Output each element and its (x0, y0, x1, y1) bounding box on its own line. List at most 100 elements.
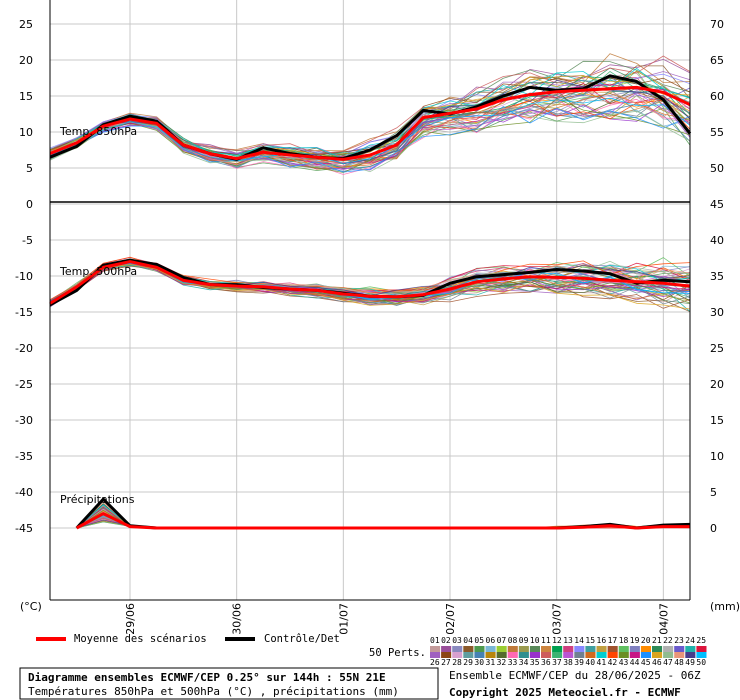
pert-swatch (607, 646, 618, 652)
right-tick-label: 65 (710, 54, 724, 67)
pert-number: 04 (463, 636, 473, 645)
right-tick-label: 50 (710, 162, 724, 175)
ensemble-member-line (49, 95, 691, 164)
pert-number: 09 (519, 636, 529, 645)
pert-number: 17 (608, 636, 618, 645)
pert-swatch (585, 652, 596, 658)
pert-number: 26 (430, 658, 440, 667)
left-tick-label: -30 (15, 414, 33, 427)
pert-number: 46 (652, 658, 662, 667)
pert-number: 33 (508, 658, 518, 667)
right-tick-label: 5 (710, 486, 717, 499)
ensemble-member-line (49, 92, 691, 171)
pert-number: 05 (474, 636, 484, 645)
pert-swatch (596, 652, 607, 658)
pert-swatch (563, 646, 574, 652)
pert-swatch (529, 646, 540, 652)
pert-number: 12 (552, 636, 562, 645)
pert-swatch (430, 652, 441, 658)
ensemble-member-line (49, 97, 691, 164)
pert-swatch (685, 652, 696, 658)
run-label: Ensemble ECMWF/CEP du 28/06/2025 - 06Z (449, 669, 701, 682)
pert-number: 15 (585, 636, 595, 645)
pert-swatch (474, 652, 485, 658)
ensemble-member-line (49, 60, 691, 155)
pert-swatch (452, 652, 463, 658)
right-tick-label: 60 (710, 90, 724, 103)
pert-number: 21 (652, 636, 662, 645)
pert-swatch (496, 652, 507, 658)
pert-swatch (696, 652, 707, 658)
pert-number: 25 (696, 636, 706, 645)
left-tick-label: 10 (19, 126, 33, 139)
pert-swatch (663, 646, 674, 652)
right-tick-label: 45 (710, 198, 724, 211)
pert-number: 27 (441, 658, 451, 667)
pert-number: 20 (641, 636, 651, 645)
left-tick-label: -10 (15, 270, 33, 283)
right-tick-label: 0 (710, 522, 717, 535)
left-tick-label: -5 (22, 234, 33, 247)
legend-perturbations: 01 02 03 04 05 06 07 08 09 10 11 12 13 14 15 16 17 18 19 20… (430, 636, 707, 667)
pert-number: 35 (530, 658, 540, 667)
chart-title: Diagramme ensembles ECMWF/CEP 0.25° sur … (28, 671, 386, 684)
panel-label-850: Temp. 850hPa (59, 125, 137, 138)
pert-swatch (685, 646, 696, 652)
date-tick-label: 29/06 (124, 603, 137, 635)
ensemble-members (49, 53, 691, 529)
pert-number: 42 (608, 658, 618, 667)
pert-swatch (485, 652, 496, 658)
pert-swatch (652, 646, 663, 652)
right-tick-label: 35 (710, 270, 724, 283)
pert-swatch (541, 646, 552, 652)
pert-number: 14 (574, 636, 584, 645)
date-tick-label: 03/07 (551, 603, 564, 635)
pert-number: 43 (619, 658, 629, 667)
right-tick-label: 55 (710, 126, 724, 139)
mean-line (49, 85, 691, 161)
chart-subtitle: Températures 850hPa et 500hPa (°C) , pré… (28, 685, 399, 698)
pert-number: 49 (685, 658, 695, 667)
ensemble-member-line (49, 53, 691, 153)
date-tick-label: 02/07 (444, 603, 457, 635)
pert-swatch (441, 652, 452, 658)
ensemble-member-line (49, 263, 691, 310)
left-tick-label: 20 (19, 54, 33, 67)
pert-swatch (563, 652, 574, 658)
left-tick-label: 15 (19, 90, 33, 103)
mean-line (75, 512, 690, 530)
pert-number: 47 (663, 658, 673, 667)
pert-swatch (674, 652, 685, 658)
pert-swatch (607, 652, 618, 658)
right-tick-label: 10 (710, 450, 724, 463)
ensemble-member-line (49, 55, 691, 155)
pert-swatch (541, 652, 552, 658)
pert-number: 39 (574, 658, 584, 667)
pert-swatch (518, 646, 529, 652)
pert-number: 31 (486, 658, 496, 667)
right-tick-label: 15 (710, 414, 724, 427)
pert-number: 32 (497, 658, 507, 667)
pert-number: 16 (597, 636, 607, 645)
pert-swatch (496, 646, 507, 652)
pert-number: 24 (685, 636, 695, 645)
pert-number: 18 (619, 636, 629, 645)
pert-number: 41 (597, 658, 607, 667)
legend-perts-label: 50 Perts. (369, 647, 426, 659)
pert-swatch (674, 646, 685, 652)
pert-swatch (552, 646, 563, 652)
pert-number: 37 (552, 658, 562, 667)
pert-swatch (463, 646, 474, 652)
pert-swatch (507, 652, 518, 658)
pert-number: 30 (474, 658, 484, 667)
pert-swatch (474, 646, 485, 652)
pert-number: 06 (486, 636, 496, 645)
pert-number: 13 (563, 636, 573, 645)
left-tick-label: 0 (26, 198, 33, 211)
pert-swatch (640, 646, 651, 652)
date-tick-label: 04/07 (657, 603, 670, 635)
pert-number: 08 (508, 636, 518, 645)
left-tick-label: 25 (19, 18, 33, 31)
right-tick-label: 25 (710, 342, 724, 355)
pert-number: 34 (519, 658, 529, 667)
